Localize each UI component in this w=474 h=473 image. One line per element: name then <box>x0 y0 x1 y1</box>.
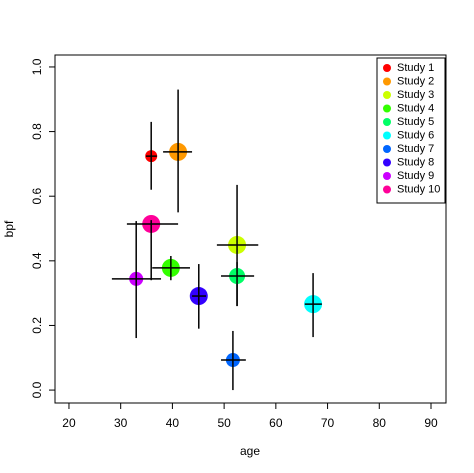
y-tick-label: 0.2 <box>30 317 44 334</box>
x-tick-label: 70 <box>321 416 335 430</box>
legend-swatch <box>383 77 391 86</box>
y-axis-label: bpf <box>2 220 16 237</box>
y-tick-label: 0.8 <box>30 123 44 140</box>
legend-label: Study 1 <box>397 62 434 74</box>
legend-label: Study 2 <box>397 75 434 87</box>
y-tick-label: 1.0 <box>30 58 44 75</box>
x-tick-label: 40 <box>166 416 180 430</box>
y-tick-label: 0.6 <box>30 188 44 205</box>
legend-label: Study 9 <box>397 170 434 182</box>
x-tick-label: 50 <box>217 416 231 430</box>
legend-label: Study 10 <box>397 183 440 195</box>
legend-swatch <box>383 64 391 72</box>
x-tick-label: 30 <box>114 416 128 430</box>
legend-label: Study 6 <box>397 129 434 141</box>
x-axis-label: age <box>240 444 260 458</box>
y-tick-label: 0.0 <box>30 381 44 398</box>
legend-label: Study 8 <box>397 156 434 168</box>
legend-swatch <box>383 118 391 126</box>
legend-swatch <box>383 91 391 99</box>
x-tick-label: 80 <box>373 416 387 430</box>
legend-swatch <box>383 131 391 140</box>
legend-swatch <box>383 145 391 153</box>
plot-frame <box>54 54 447 404</box>
legend-swatch <box>383 185 391 194</box>
legend-swatch <box>383 158 391 167</box>
x-tick-label: 60 <box>269 416 283 430</box>
x-tick-label: 20 <box>62 416 76 430</box>
x-tick-label: 90 <box>424 416 438 430</box>
legend-label: Study 5 <box>397 116 434 128</box>
legend-label: Study 3 <box>397 89 434 101</box>
y-tick-label: 0.4 <box>30 252 44 269</box>
legend-label: Study 7 <box>397 143 434 155</box>
legend-swatch <box>383 172 391 180</box>
legend-label: Study 4 <box>397 102 434 114</box>
legend-swatch <box>383 104 391 113</box>
